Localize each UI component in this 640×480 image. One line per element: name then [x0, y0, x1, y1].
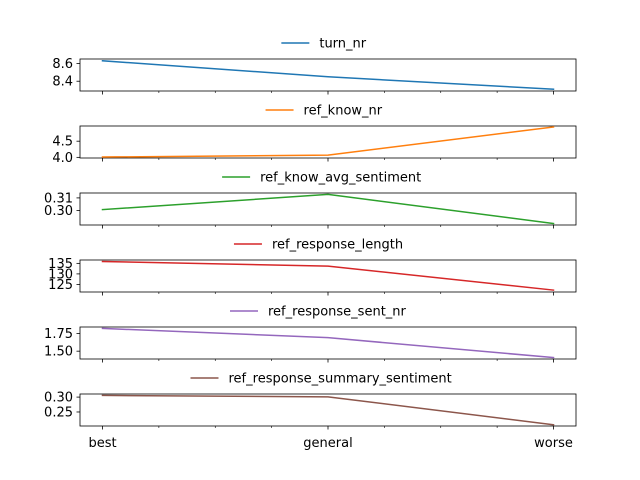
y-tick-label: 0.30 [44, 391, 73, 406]
series-line-ref-response-sent-nr [101, 327, 555, 359]
subplot-ref-know-avg-sentiment: 0.300.31 ref_know_avg_sentiment [44, 171, 577, 229]
series-line-turn-nr [101, 59, 555, 91]
x-tick-label: best [88, 436, 116, 451]
series-line-ref-know-avg-sentiment [101, 193, 555, 225]
y-tick-label: 135 [48, 257, 73, 272]
y-tick-label: 130 [48, 267, 73, 282]
y-tick-label: 0.25 [44, 405, 73, 420]
legend-label: turn_nr [319, 37, 366, 52]
axes-frame [79, 259, 577, 293]
subplot-ref-response-summary-sentiment: 0.250.30 ref_response_summary_sentiment [44, 372, 577, 430]
y-tick-label: 0.31 [44, 191, 73, 206]
y-tick-label: 4.5 [52, 135, 73, 150]
subplot-ref-response-sent-nr: 1.50 1.75 ref_response_sent_nr [44, 305, 577, 363]
x-tick-label: general [303, 436, 352, 451]
axes-frame [79, 393, 577, 427]
subplot-turn-nr: 8.4 8.6 turn_nr [52, 37, 577, 95]
series-line-ref-response-length [101, 260, 555, 291]
subplot-ref-know-nr: 4.04.5 ref_know_nr [52, 104, 577, 166]
legend-label: ref_response_length [272, 238, 403, 253]
series-line-ref-know-nr [101, 126, 555, 158]
y-tick-label: 8.4 [52, 75, 73, 90]
y-tick-label: 0.30 [44, 204, 73, 219]
axes-frame [79, 125, 577, 159]
x-tick-label: worse [534, 436, 573, 451]
legend-label: ref_know_avg_sentiment [260, 171, 421, 186]
y-tick-label: 1.75 [44, 327, 73, 342]
y-tick-label: 125 [48, 278, 73, 293]
y-tick-label: 4.0 [52, 151, 73, 166]
y-tick-label: 8.6 [52, 57, 73, 72]
legend-label: ref_know_nr [304, 104, 383, 119]
legend-label: ref_response_sent_nr [268, 305, 407, 320]
y-tick-label: 1.50 [44, 345, 73, 360]
legend-label: ref_response_summary_sentiment [229, 372, 452, 387]
series-line-ref-response-summary-sentiment [101, 394, 555, 426]
axes-frame [79, 192, 577, 226]
axes-frame [79, 326, 577, 360]
